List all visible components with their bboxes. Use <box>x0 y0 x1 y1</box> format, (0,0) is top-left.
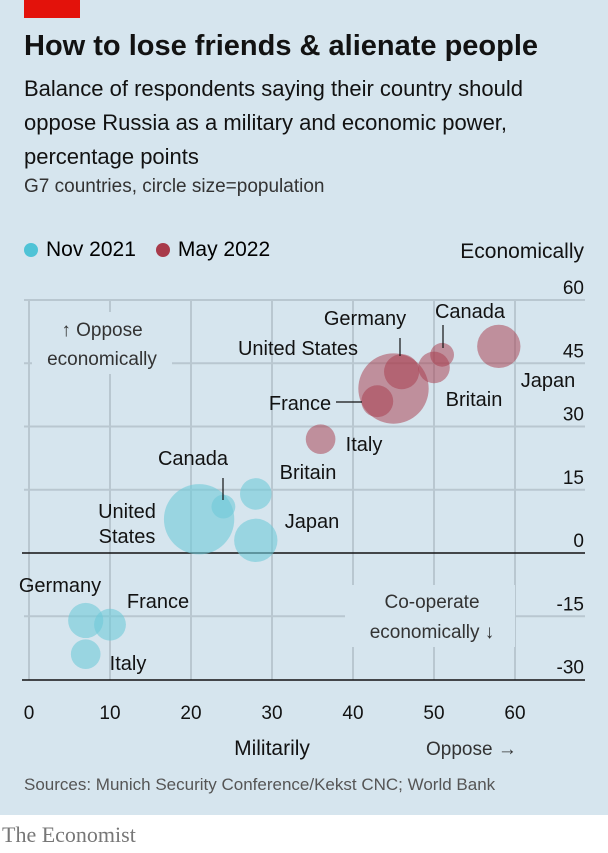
y-tick-label: 45 <box>563 341 584 362</box>
y-tick-label: 60 <box>563 278 584 299</box>
chart-note: G7 countries, circle size=population <box>24 176 325 197</box>
bubble-may-france <box>361 385 394 418</box>
x-tick-label: 0 <box>24 703 35 724</box>
x-axis-label: Militarily <box>234 737 310 760</box>
source-note: Sources: Munich Security Conference/Keks… <box>24 775 496 794</box>
bubble-may-italy <box>305 424 336 454</box>
chart-title: How to lose friends & alienate people <box>24 30 539 62</box>
bubble-label: France <box>269 393 331 415</box>
legend-label: Nov 2021 <box>46 238 136 261</box>
chart-subtitle: Balance of respondents saying their coun… <box>24 76 523 169</box>
y-tick-label: 30 <box>563 405 584 426</box>
bubble-label: United <box>98 501 156 523</box>
brand-red-bar <box>24 0 80 18</box>
bubble-label: Japan <box>285 511 340 533</box>
x-tick-label: 50 <box>423 703 444 724</box>
economist-logo: The Economist <box>2 822 136 847</box>
bubble-label: Japan <box>521 370 576 392</box>
legend-item-nov: Nov 2021 <box>24 238 136 262</box>
annotation-bg <box>345 585 515 647</box>
bubble-nov-canada <box>211 494 236 519</box>
bubble-label: United States <box>238 338 358 360</box>
chart-panel <box>0 0 608 815</box>
bubble-nov-germany <box>68 602 104 639</box>
y-tick-label: 0 <box>573 531 584 552</box>
legend-dot-nov <box>24 243 38 257</box>
bubble-may-canada <box>430 342 454 367</box>
bubble-label: Canada <box>435 301 506 323</box>
legend: Nov 2021 May 2022 <box>24 238 270 262</box>
annotation-oppose: economically <box>47 349 157 370</box>
y-tick-label: -30 <box>557 658 584 679</box>
bubble-nov-japan <box>234 518 278 563</box>
annotation-cooperate: Co-operate <box>384 592 479 613</box>
y-tick-label: -15 <box>557 594 584 615</box>
annotation-bg <box>32 312 172 374</box>
legend-label: May 2022 <box>177 238 271 261</box>
bubble-label: Italy <box>346 434 383 456</box>
x-tick-label: 20 <box>180 703 201 724</box>
bubble-may-germany <box>384 354 420 390</box>
bubble-nov-united-states <box>163 484 235 555</box>
x-axis-direction: Oppose → <box>426 739 517 760</box>
x-tick-label: 40 <box>342 703 363 724</box>
bubble-nov-britain <box>240 478 272 510</box>
bubble-label: Italy <box>110 653 147 675</box>
x-tick-label: 60 <box>504 703 525 724</box>
legend-item-may: May 2022 <box>155 238 271 262</box>
scatter-plot: 0 10 20 30 40 50 60 60 45 30 15 0 -15 -30 Economically… <box>19 240 585 760</box>
x-tick-label: 30 <box>261 703 282 724</box>
bubble-label: Britain <box>280 462 337 484</box>
bubble-label: Canada <box>158 448 229 470</box>
bubble-label: States <box>99 526 156 548</box>
bubble-may-japan <box>477 324 521 369</box>
x-tick-label: 10 <box>99 703 120 724</box>
annotation-cooperate: economically ↓ <box>370 622 495 643</box>
bubble-nov-france <box>94 608 126 641</box>
y-axis-label: Economically <box>460 240 584 263</box>
bubble-label: France <box>127 591 189 613</box>
bubble-label: Britain <box>446 389 503 411</box>
annotation-oppose: ↑ Oppose <box>61 320 142 341</box>
bubble-label: Germany <box>324 308 406 330</box>
y-tick-label: 15 <box>563 468 584 489</box>
bubble-label: Germany <box>19 575 101 597</box>
bubble-nov-italy <box>70 639 101 670</box>
legend-dot-may <box>155 243 170 257</box>
